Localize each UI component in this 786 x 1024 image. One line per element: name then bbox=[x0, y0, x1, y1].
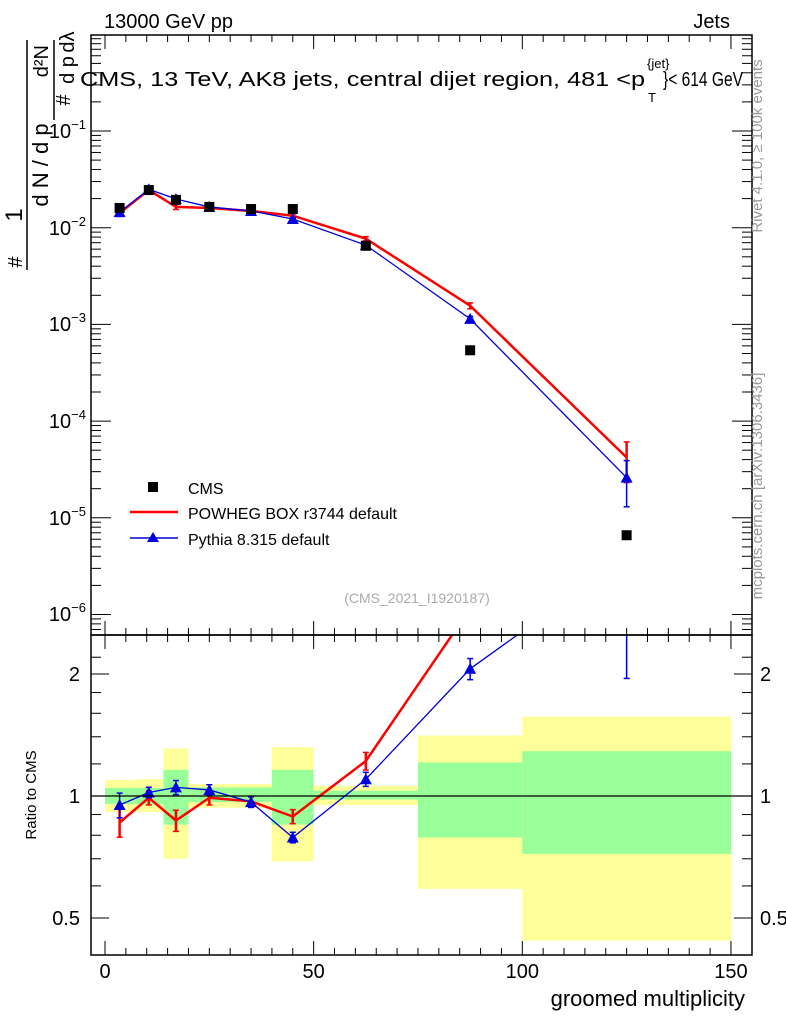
main-data bbox=[113, 183, 633, 541]
x-axis-label: groomed multiplicity bbox=[551, 986, 745, 1011]
y-tick-label: 10−2 bbox=[49, 214, 86, 240]
y-tick-label: 10−6 bbox=[49, 600, 86, 626]
ylabel-den: d N / d p bbox=[28, 123, 53, 206]
y-tick-label: 10−5 bbox=[49, 504, 86, 530]
pythia-ratio-point bbox=[621, 550, 633, 561]
ratio-y-tick-label: 0.5 bbox=[52, 908, 80, 930]
header-right: Jets bbox=[693, 11, 730, 33]
cms-point bbox=[143, 185, 154, 196]
y-tick-label: 10−1 bbox=[49, 117, 86, 143]
green-band bbox=[417, 762, 523, 838]
x-tick-label: 100 bbox=[506, 961, 539, 983]
pythia-ratio-point bbox=[142, 786, 155, 798]
rivet-version: Rivet 4.1.0, ≥ 100k events bbox=[749, 59, 766, 232]
pythia-ratio-point bbox=[464, 662, 477, 674]
title-sub: T bbox=[648, 90, 656, 105]
legend-cms: CMS bbox=[188, 481, 224, 498]
ratio-y-tick-label: 2 bbox=[760, 664, 771, 686]
ratio-frame bbox=[90, 634, 753, 956]
main-y-tick-labels: 10−1 10−2 10−3 10−4 10−5 10−6 bbox=[49, 117, 86, 626]
ylabel-num2: d²N bbox=[31, 45, 53, 77]
y-tick-label: 10−3 bbox=[49, 310, 86, 336]
ylabel-dl: dλ bbox=[57, 31, 79, 52]
pythia-ratio-point bbox=[113, 799, 126, 811]
cms-point bbox=[204, 201, 215, 212]
header-left: 13000 GeV pp bbox=[104, 11, 233, 33]
legend: CMS POWHEG BOX r3744 default Pythia 8.31… bbox=[130, 481, 398, 549]
powheg-line bbox=[118, 188, 628, 459]
green-band bbox=[313, 790, 418, 800]
mcplots-credit: mcplots.cern.ch [arXiv:1306.3436] bbox=[749, 373, 766, 600]
title-main: CMS, 13 TeV, AK8 jets, central dijet reg… bbox=[80, 69, 645, 91]
pythia-line bbox=[119, 188, 628, 479]
ratio-data bbox=[113, 550, 633, 844]
ylabel-hash: # bbox=[5, 256, 27, 268]
pythia-point bbox=[620, 471, 633, 483]
cms-point bbox=[246, 204, 257, 215]
pythia-ratio-point bbox=[359, 773, 372, 785]
y-tick-label: 10−4 bbox=[49, 407, 86, 433]
cms-point bbox=[621, 530, 632, 541]
pythia-ratio-point bbox=[245, 796, 258, 808]
legend-pythia-marker bbox=[147, 532, 159, 542]
main-ylabel: 1 d N / d p # # d²N d p dλ bbox=[1, 31, 79, 270]
ratio-ylabel: Ratio to CMS bbox=[23, 750, 40, 839]
x-tick-label: 150 bbox=[714, 961, 747, 983]
pythia-point bbox=[286, 213, 299, 225]
green-band bbox=[522, 751, 731, 854]
legend-cms-marker bbox=[148, 482, 158, 492]
title-end: }< 614 GeV bbox=[663, 69, 744, 91]
pythia-ratio-point bbox=[169, 781, 182, 793]
ratio-y-tick-label: 1 bbox=[760, 786, 771, 808]
legend-powheg: POWHEG BOX r3744 default bbox=[188, 506, 398, 523]
cms-point bbox=[465, 345, 476, 356]
ylabel-one: 1 bbox=[1, 208, 28, 221]
x-tick-label: 50 bbox=[303, 961, 325, 983]
ylabel-den2: d p bbox=[57, 56, 79, 84]
title-sup: {jet} bbox=[647, 56, 670, 71]
cms-point bbox=[360, 240, 371, 251]
legend-pythia: Pythia 8.315 default bbox=[188, 532, 330, 549]
pythia-ratio-point bbox=[286, 831, 299, 843]
main-title: CMS, 13 TeV, AK8 jets, central dijet reg… bbox=[80, 56, 744, 105]
ylabel-hash2: # bbox=[53, 94, 75, 106]
cms-point bbox=[114, 202, 125, 213]
ratio-y-tick-label: 0.5 bbox=[760, 908, 786, 930]
cms-point bbox=[287, 204, 298, 215]
pythia-ratio-point bbox=[203, 783, 216, 795]
ratio-y-tick-label: 2 bbox=[69, 664, 80, 686]
analysis-watermark: (CMS_2021_I1920187) bbox=[344, 590, 490, 606]
ratio-y-tick-label: 1 bbox=[69, 786, 80, 808]
cms-point bbox=[170, 194, 181, 205]
x-tick-label: 0 bbox=[99, 961, 110, 983]
pythia-point bbox=[464, 312, 477, 324]
